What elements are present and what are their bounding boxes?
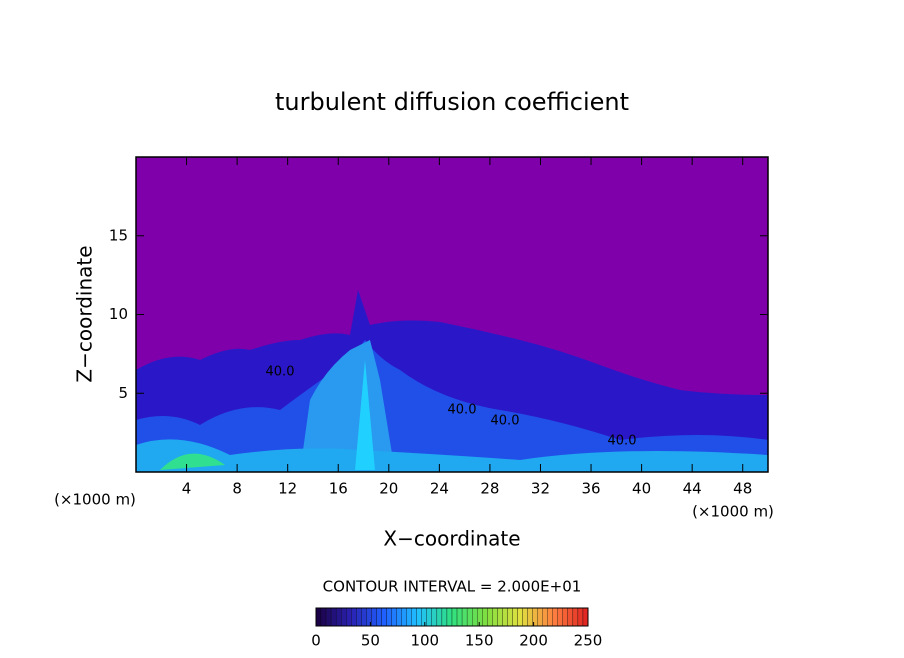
colorbar-tick-label: 0 (311, 632, 321, 650)
colorbar-cell (426, 607, 433, 627)
colorbar-cell (381, 607, 387, 627)
colorbar-cell (386, 607, 392, 627)
colorbar-cell (315, 607, 322, 627)
colorbar-cell (537, 607, 543, 627)
colorbar-cell (341, 607, 347, 627)
colorbar-cell (562, 607, 569, 627)
y-tick-label: 15 (109, 226, 128, 244)
x-tick-label: 36 (581, 480, 600, 498)
colorbar-cell (567, 607, 574, 627)
colorbar-cell (431, 607, 438, 627)
contour-label: 40.0 (491, 414, 520, 429)
colorbar-cell (557, 607, 563, 627)
x-unit: (×1000 m) (692, 503, 774, 521)
colorbar-cell (547, 607, 553, 627)
x-tick-label: 28 (480, 480, 499, 498)
colorbar-cell (517, 607, 523, 627)
x-tick-label: 16 (329, 480, 348, 498)
x-tick-label: 20 (379, 480, 398, 498)
colorbar-cell (361, 607, 367, 627)
colorbar-cell (416, 607, 422, 627)
colorbar-cell (356, 607, 362, 627)
colorbar-cell (502, 607, 508, 627)
colorbar-cell (346, 607, 352, 627)
colorbar-cell (351, 607, 357, 627)
colorbar-cell (577, 607, 584, 627)
x-tick-label: 24 (430, 480, 449, 498)
colorbar-cell (542, 607, 548, 627)
colorbar-cell (471, 607, 478, 627)
colorbar-cell (371, 607, 377, 627)
x-tick-label: 4 (182, 480, 192, 498)
x-tick-label: 8 (232, 480, 242, 498)
x-axis-label: X−coordinate (383, 527, 520, 551)
colorbar-cell (335, 607, 342, 627)
contour-label: 40.0 (448, 403, 477, 418)
field (136, 157, 768, 472)
colorbar-cell (477, 607, 483, 627)
colorbar-cell (572, 607, 579, 627)
colorbar-cell (320, 607, 327, 627)
colorbar-cell (401, 607, 407, 627)
colorbar-tick-label: 50 (361, 632, 380, 650)
colorbar-cell (522, 607, 528, 627)
y-tick-label: 10 (109, 305, 128, 323)
colorbar-tick-label: 100 (410, 632, 439, 650)
colorbar-cell (421, 607, 427, 627)
colorbar-cell (441, 607, 448, 627)
colorbar-cell (512, 607, 518, 627)
y-axis-label: Z−coordinate (73, 245, 97, 382)
colorbar-tick-label: 250 (574, 632, 603, 650)
colorbar-cell (461, 607, 468, 627)
colorbar-cell (456, 607, 463, 627)
colorbar-cell (582, 607, 589, 627)
colorbar-cell (527, 607, 533, 627)
x-tick-label: 44 (683, 480, 702, 498)
colorbar-cell (436, 607, 443, 627)
colorbar-cell (406, 607, 412, 627)
x-tick-label: 32 (531, 480, 550, 498)
colorbar-tick-label: 200 (519, 632, 548, 650)
colorbar-tick-label: 150 (465, 632, 494, 650)
contour-label: 40.0 (608, 434, 637, 449)
contour-interval: CONTOUR INTERVAL = 2.000E+01 (323, 578, 582, 596)
chart-title: turbulent diffusion coefficient (275, 88, 629, 116)
colorbar-cell (497, 607, 503, 627)
colorbar-cell (391, 607, 397, 627)
colorbar-cell (482, 607, 488, 627)
colorbar-cell (325, 607, 332, 627)
x-unit: (×1000 m) (54, 491, 136, 509)
colorbar-cell (466, 607, 473, 627)
colorbar-cell (492, 607, 498, 627)
colorbar-cell (487, 607, 493, 627)
colorbar-cell (411, 607, 417, 627)
x-tick-label: 40 (632, 480, 651, 498)
colorbar-cell (376, 607, 382, 627)
y-tick-label: 5 (118, 384, 128, 402)
colorbar-cell (396, 607, 402, 627)
colorbar-cell (451, 607, 458, 627)
colorbar-cell (330, 607, 337, 627)
x-tick-label: 48 (733, 480, 752, 498)
colorbar-cell (446, 607, 453, 627)
colorbar-cell (552, 607, 558, 627)
colorbar-cell (507, 607, 513, 627)
colorbar-frame (315, 607, 589, 627)
x-tick-label: 12 (278, 480, 297, 498)
contour-label: 40.0 (266, 365, 295, 380)
